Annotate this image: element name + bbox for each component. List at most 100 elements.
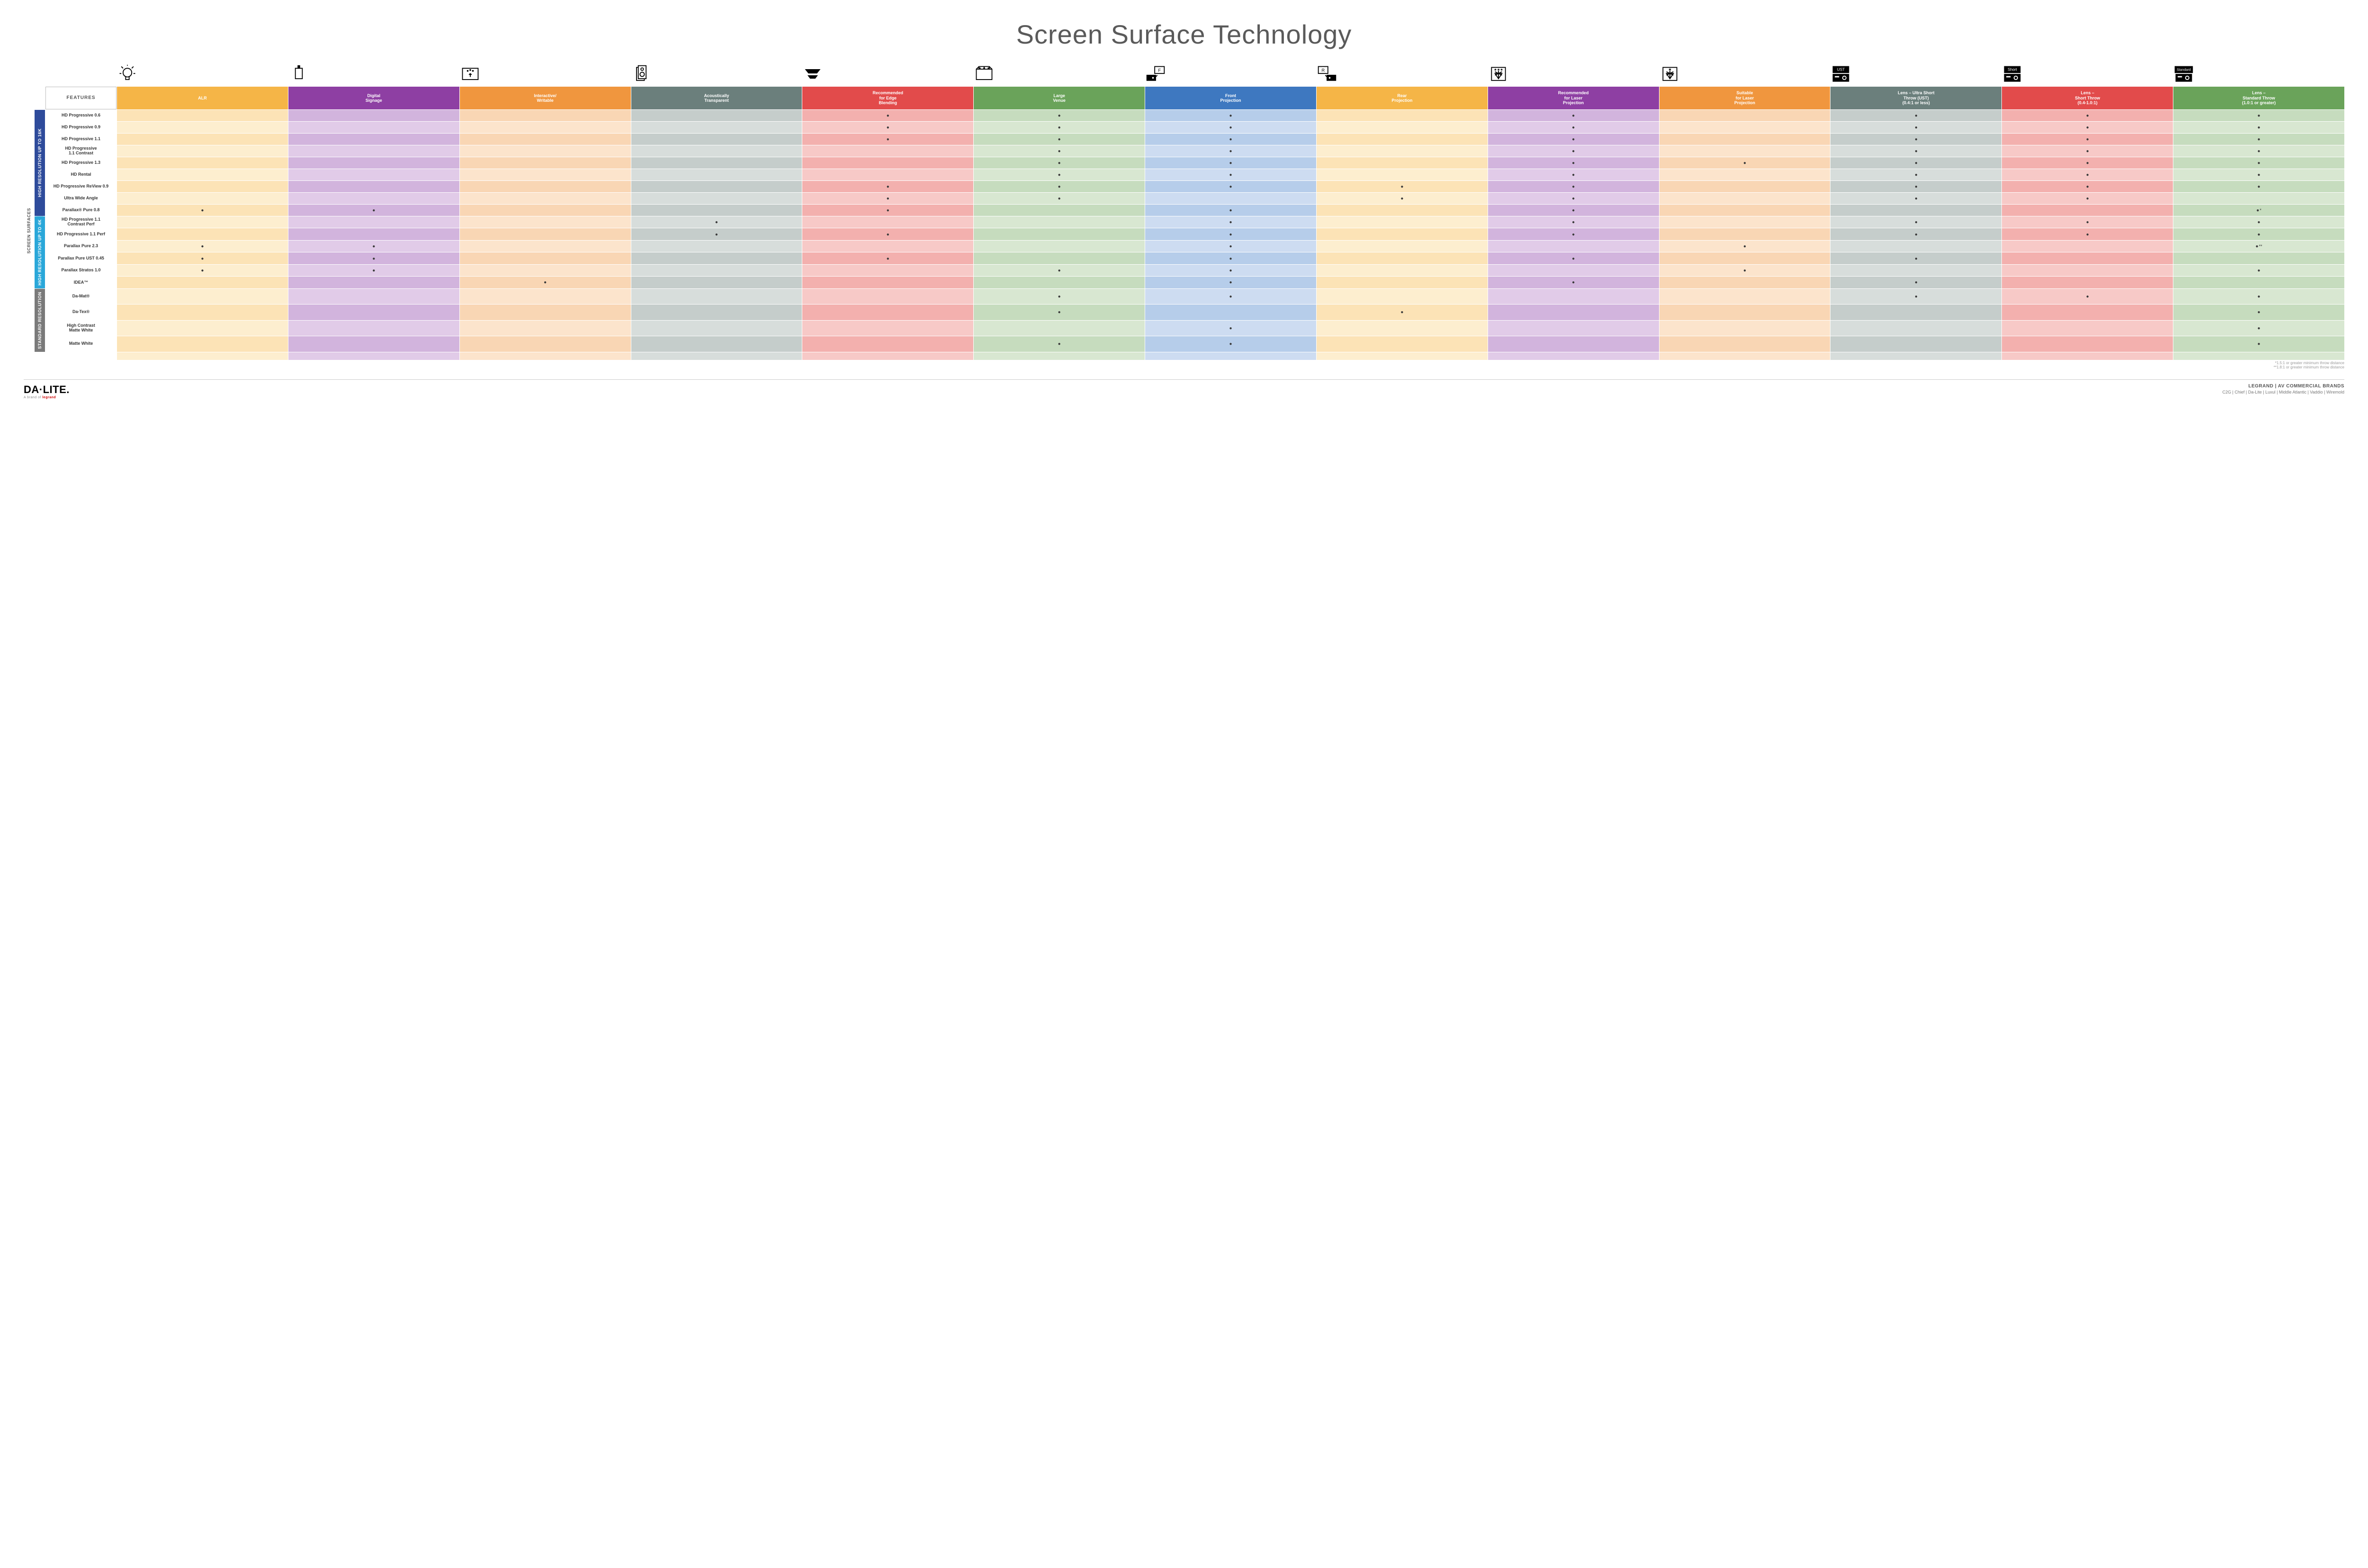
data-cell [2173, 169, 2344, 180]
data-cell [631, 305, 802, 320]
brand-list: LEGRAND | AV COMMERCIAL BRANDS C2G | Chi… [2223, 384, 2344, 394]
data-cell [460, 321, 631, 336]
data-cell [1317, 193, 1488, 204]
data-cell [460, 122, 631, 133]
data-cell [1317, 169, 1488, 180]
col-header: Suitablefor LaserProjection [1659, 87, 1830, 109]
data-cell [802, 193, 973, 204]
data-cell [2002, 169, 2173, 180]
page-title: Screen Surface Technology [24, 19, 2344, 50]
data-cell [460, 169, 631, 180]
outer-group-label: SCREEN SURFACES [24, 110, 34, 352]
data-cell [117, 205, 288, 216]
data-cell [2002, 193, 2173, 204]
data-cell [631, 252, 802, 264]
data-cell [117, 145, 288, 157]
data-cell [1659, 181, 1830, 192]
data-cell [117, 228, 288, 240]
data-cell [1488, 321, 1659, 336]
data-cell [460, 277, 631, 288]
data-cell [1317, 305, 1488, 320]
data-cell [2002, 181, 2173, 192]
data-cell [1659, 157, 1830, 169]
data-cell [1830, 305, 2001, 320]
data-cell [1145, 216, 1316, 228]
data-cell [1830, 216, 2001, 228]
svg-text:★★★: ★★★ [1494, 68, 1503, 72]
data-cell [288, 145, 459, 157]
row-label: HD Progressive 0.9 [45, 122, 117, 133]
data-cell [1488, 181, 1659, 192]
col-header: Recommendedfor EdgeBlending [802, 87, 973, 109]
data-cell [117, 265, 288, 276]
data-cell [2002, 305, 2173, 320]
features-header: FEATURES [45, 87, 117, 109]
spacer-cell [802, 352, 973, 360]
data-cell [631, 336, 802, 351]
data-cell [1830, 181, 2001, 192]
data-cell [1317, 265, 1488, 276]
data-cell [288, 228, 459, 240]
data-cell [1145, 110, 1316, 121]
data-cell [1659, 265, 1830, 276]
touch-icon [460, 64, 631, 86]
data-cell [802, 321, 973, 336]
data-cell [2173, 145, 2344, 157]
data-cell [1145, 277, 1316, 288]
row-label: Matte White [45, 336, 117, 351]
row-label: HD Progressive 0.6 [45, 110, 117, 121]
data-cell [460, 265, 631, 276]
data-cell [460, 181, 631, 192]
data-cell [974, 181, 1145, 192]
standard-icon: Standard [2173, 64, 2344, 86]
data-cell [2002, 321, 2173, 336]
data-cell [288, 110, 459, 121]
data-cell [1830, 241, 2001, 252]
data-cell [2173, 321, 2344, 336]
svg-text:F: F [1158, 68, 1161, 73]
data-cell [1488, 305, 1659, 320]
data-cell [1659, 277, 1830, 288]
svg-text:Short: Short [2008, 68, 2017, 72]
data-cell [460, 193, 631, 204]
data-cell [1488, 228, 1659, 240]
data-cell [1317, 157, 1488, 169]
row-label: HD Rental [45, 169, 117, 180]
data-cell [2002, 145, 2173, 157]
row-label: HD Progressive1.1 Contrast [45, 145, 117, 157]
spacer-cell [288, 352, 459, 360]
group-label: STANDARD RESOLUTION [35, 289, 45, 352]
col-header: Lens – Ultra ShortThrow (UST)(0.4:1 or l… [1830, 87, 2001, 109]
data-cell [1145, 289, 1316, 304]
spacer-cell [2002, 352, 2173, 360]
data-cell [802, 169, 973, 180]
footer: DA·LITE. A brand of legrand LEGRAND | AV… [24, 379, 2344, 399]
data-cell [1830, 228, 2001, 240]
row-label: HD Progressive 1.3 [45, 157, 117, 169]
data-cell [1488, 169, 1659, 180]
data-cell [1830, 321, 2001, 336]
data-cell [1488, 265, 1659, 276]
data-cell [288, 134, 459, 145]
data-cell [117, 169, 288, 180]
data-cell [1488, 157, 1659, 169]
spacer-cell [117, 352, 288, 360]
data-cell [288, 336, 459, 351]
data-cell [460, 289, 631, 304]
data-cell [1145, 336, 1316, 351]
data-cell [631, 277, 802, 288]
data-cell [2173, 181, 2344, 192]
col-header: Recommendedfor LaserProjection [1488, 87, 1659, 109]
data-cell [1488, 216, 1659, 228]
data-cell [1145, 169, 1316, 180]
data-cell [117, 289, 288, 304]
data-cell [1659, 305, 1830, 320]
data-cell [460, 110, 631, 121]
data-cell [288, 216, 459, 228]
data-cell [2002, 157, 2173, 169]
data-cell [1145, 205, 1316, 216]
data-cell [288, 252, 459, 264]
data-cell [802, 134, 973, 145]
signage-icon [288, 64, 459, 86]
data-cell [460, 241, 631, 252]
